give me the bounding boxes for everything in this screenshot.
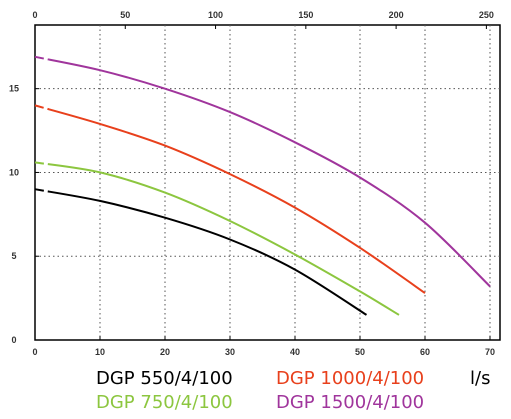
x-tick-label: 30: [225, 347, 235, 357]
x-tick-label: 20: [160, 347, 170, 357]
series-line-dgp-1500-4-100: [34, 55, 491, 288]
plot-area: [34, 24, 501, 341]
top-tick-label: 150: [298, 10, 313, 20]
top-tick-label: 0: [32, 10, 37, 20]
top-tick-label: 50: [120, 10, 130, 20]
top-tick-label: 200: [389, 10, 404, 20]
x-tick-label: 10: [95, 347, 105, 357]
y-tick-label: 10: [9, 167, 19, 177]
x-unit-label: l/s: [470, 368, 491, 389]
x-axis: 0 10 20 30 40 50 60 70: [32, 336, 495, 357]
top-tick-label: 100: [208, 10, 223, 20]
top-tick-label: 250: [479, 10, 494, 20]
top-axis: 0 50 100 150 200 250: [32, 10, 494, 29]
x-tick-label: 50: [355, 347, 365, 357]
legend-item-550: DGP 550/4/100: [96, 368, 233, 389]
curves: [34, 55, 491, 316]
legend-item-1000: DGP 1000/4/100: [276, 368, 425, 389]
x-tick-label: 40: [290, 347, 300, 357]
series-line-dgp-550-4-100: [34, 188, 368, 316]
y-tick-label: 15: [9, 84, 19, 94]
series-line-dgp-1000-4-100: [34, 104, 426, 294]
legend-item-1500: DGP 1500/4/100: [276, 392, 425, 413]
x-tick-label: 0: [32, 347, 37, 357]
x-tick-label: 70: [485, 347, 495, 357]
y-tick-label: 5: [11, 251, 16, 261]
x-tick-label: 60: [420, 347, 430, 357]
grid: [35, 25, 500, 340]
legend-item-750: DGP 750/4/100: [96, 392, 233, 413]
series-line-dgp-750-4-100: [34, 161, 400, 316]
y-axis: 0 5 10 15: [9, 84, 39, 345]
y-tick-label: 0: [11, 335, 16, 345]
